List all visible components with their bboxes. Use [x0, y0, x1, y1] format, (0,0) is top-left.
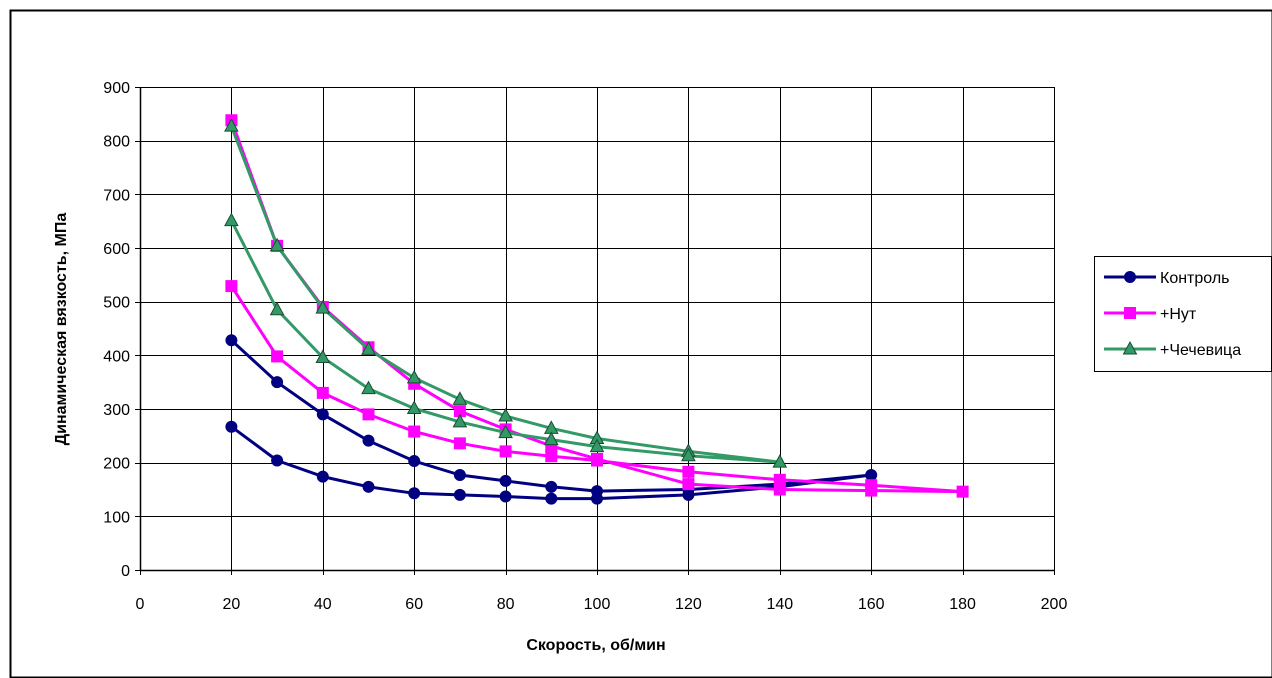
data-point — [361, 380, 376, 395]
data-point — [682, 488, 695, 501]
x-tick-label: 20 — [223, 596, 241, 613]
data-point — [362, 434, 375, 447]
y-tick-label: 200 — [103, 456, 130, 473]
data-point — [362, 480, 375, 493]
data-point — [361, 341, 376, 355]
data-point — [772, 454, 788, 468]
data-point — [545, 480, 558, 493]
data-point — [498, 424, 513, 439]
y-tick-label: 100 — [103, 509, 130, 526]
x-tick-label: 40 — [314, 596, 332, 613]
chart-frame — [9, 9, 1272, 678]
data-point — [452, 413, 468, 428]
data-point — [498, 407, 513, 422]
data-point — [315, 300, 331, 314]
data-point — [316, 386, 329, 399]
data-point — [271, 350, 284, 363]
data-point — [499, 490, 512, 503]
y-tick-label: 900 — [103, 80, 130, 97]
series-2 — [225, 114, 969, 498]
data-point — [865, 479, 878, 492]
data-point — [453, 469, 466, 482]
y-tick-label: 800 — [103, 134, 130, 151]
legend: Контроль +Нут +Чечевица — [1094, 256, 1272, 372]
y-tick-label: 500 — [103, 295, 130, 312]
x-tick-label: 100 — [584, 596, 611, 613]
data-point — [225, 420, 238, 433]
data-point — [591, 454, 603, 467]
data-point — [499, 474, 512, 487]
legend-label: +Чечевица — [1160, 342, 1241, 359]
legend-item: +Нут — [1104, 306, 1197, 323]
legend-marker — [1124, 307, 1136, 319]
data-point — [681, 447, 696, 462]
tick-labels: 0 100 200 300 400 500 600 700 800 900 0 20 40 60 80 100… — [103, 80, 1067, 613]
data-point — [453, 437, 466, 450]
legend-label: Контроль — [1160, 270, 1230, 287]
data-point — [682, 478, 695, 491]
data-point — [408, 487, 421, 500]
data-point — [545, 492, 558, 505]
y-tick-label: 600 — [103, 241, 130, 258]
x-tick-label: 180 — [949, 596, 976, 613]
data-point — [865, 469, 878, 482]
data-point — [224, 212, 239, 227]
series-layer — [224, 114, 969, 505]
data-point — [591, 492, 603, 505]
y-tick-label: 700 — [103, 187, 130, 204]
data-point — [269, 237, 285, 252]
data-point — [271, 454, 284, 467]
data-point — [316, 470, 329, 483]
x-tick-label: 200 — [1041, 596, 1068, 613]
data-point — [225, 334, 238, 347]
data-point — [453, 488, 466, 501]
data-point — [225, 280, 238, 293]
y-tick-label: 300 — [103, 402, 130, 419]
x-tick-label: 140 — [766, 596, 793, 613]
series-3 — [224, 118, 788, 468]
data-point — [682, 465, 695, 478]
data-point — [956, 485, 969, 498]
x-tick-label: 80 — [497, 596, 515, 613]
data-point — [362, 408, 375, 421]
legend-label: +Нут — [1160, 306, 1197, 323]
y-tick-label: 400 — [103, 348, 130, 365]
data-point — [406, 369, 422, 384]
x-tick-label: 60 — [405, 596, 423, 613]
data-point — [545, 450, 558, 463]
legend-marker — [1122, 340, 1138, 355]
y-axis-title: Динамическая вязкость, МПа — [53, 213, 70, 446]
legend-item: +Чечевица — [1104, 340, 1241, 359]
data-point — [406, 400, 422, 414]
x-tick-label: 120 — [675, 596, 702, 613]
data-point — [316, 408, 329, 421]
y-tick-label: 0 — [121, 563, 130, 580]
x-tick-label: 160 — [858, 596, 885, 613]
data-point — [773, 473, 786, 486]
legend-marker — [1124, 271, 1136, 283]
data-point — [315, 349, 331, 363]
data-point — [543, 431, 559, 446]
data-point — [269, 301, 285, 316]
x-tick-label: 0 — [136, 596, 145, 613]
x-axis-title: Скорость, об/мин — [526, 637, 665, 654]
data-point — [589, 438, 605, 453]
data-point — [271, 376, 284, 389]
data-point — [499, 445, 512, 458]
data-point — [408, 425, 421, 438]
data-point — [452, 391, 468, 405]
legend-item: Контроль — [1104, 270, 1230, 287]
axes — [135, 87, 1055, 575]
data-point — [408, 455, 421, 468]
data-point — [224, 118, 239, 132]
